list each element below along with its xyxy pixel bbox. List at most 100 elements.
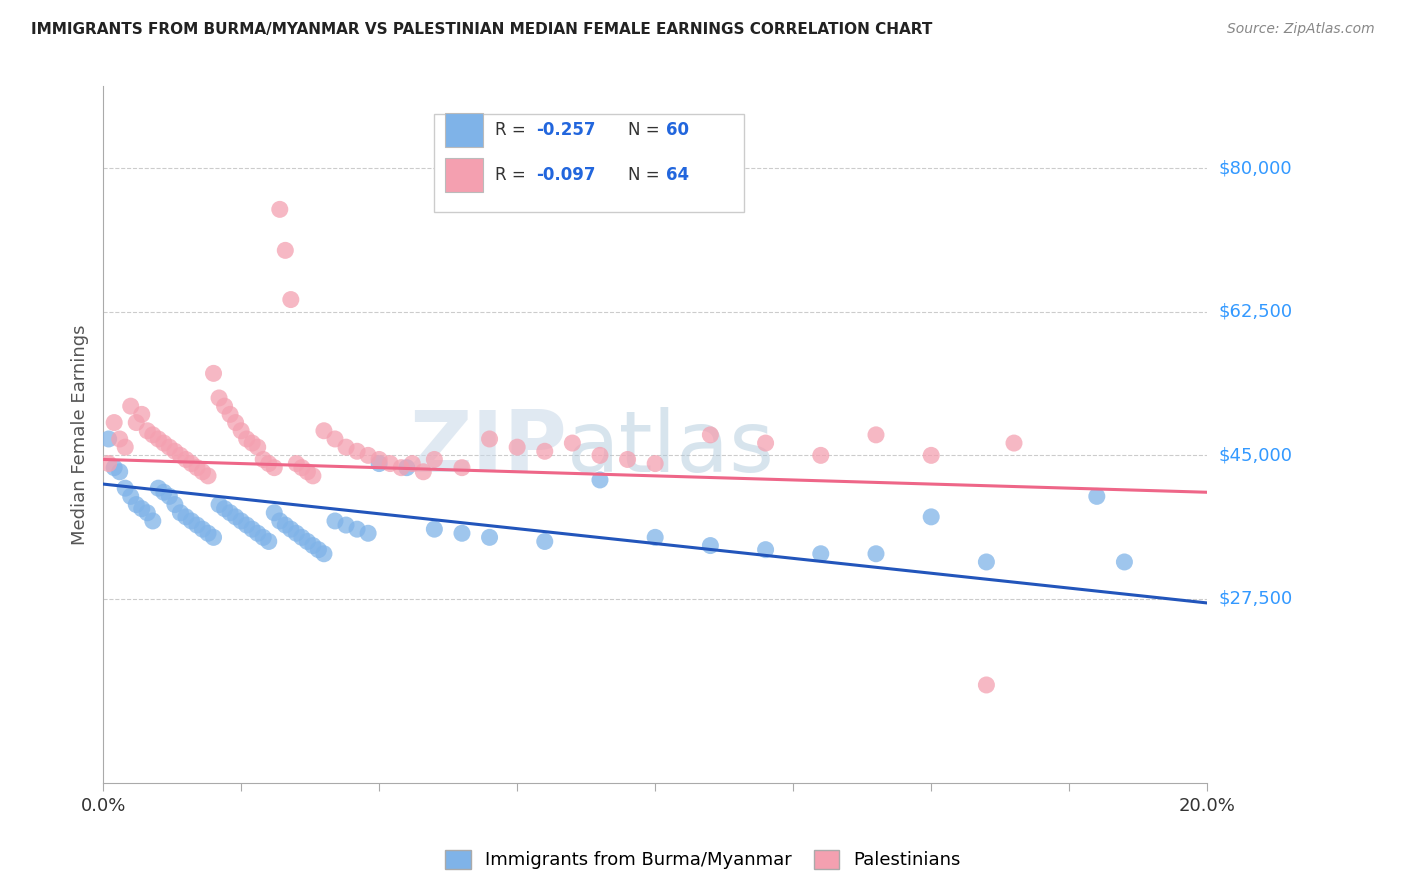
Point: [589, 473, 612, 487]
Point: [395, 460, 418, 475]
Point: [180, 457, 202, 471]
Point: [357, 448, 380, 462]
Point: [561, 436, 583, 450]
Point: [302, 468, 325, 483]
Point: [401, 457, 423, 471]
Point: [368, 457, 391, 471]
Point: [148, 432, 170, 446]
Point: [810, 547, 832, 561]
Point: [231, 424, 253, 438]
Point: [202, 367, 225, 381]
Point: [142, 428, 165, 442]
Point: [616, 452, 638, 467]
Point: [755, 436, 778, 450]
Point: [131, 501, 153, 516]
Point: [263, 506, 285, 520]
Point: [335, 518, 357, 533]
Point: [235, 518, 257, 533]
Point: [589, 448, 612, 462]
Point: [136, 424, 159, 438]
Point: [297, 534, 319, 549]
Point: [208, 391, 231, 405]
Point: [108, 465, 131, 479]
Text: $45,000: $45,000: [1219, 446, 1292, 465]
Point: [252, 530, 274, 544]
Point: [180, 514, 202, 528]
Point: [280, 293, 302, 307]
Point: [357, 526, 380, 541]
Point: [274, 518, 297, 533]
Point: [865, 428, 887, 442]
Point: [346, 522, 368, 536]
Point: [478, 432, 501, 446]
Text: N =: N =: [627, 166, 665, 184]
Point: [533, 444, 555, 458]
Point: [423, 522, 446, 536]
Point: [533, 534, 555, 549]
Point: [755, 542, 778, 557]
Point: [169, 506, 191, 520]
Point: [506, 440, 529, 454]
Point: [208, 498, 231, 512]
Point: [214, 399, 236, 413]
Point: [368, 452, 391, 467]
Point: [920, 448, 942, 462]
Point: [269, 514, 291, 528]
Point: [257, 534, 280, 549]
Point: [125, 498, 148, 512]
Point: [1114, 555, 1136, 569]
Point: [191, 522, 214, 536]
Point: [186, 518, 208, 533]
Legend: Immigrants from Burma/Myanmar, Palestinians: Immigrants from Burma/Myanmar, Palestini…: [436, 841, 970, 879]
Point: [131, 408, 153, 422]
Text: -0.097: -0.097: [536, 166, 595, 184]
Point: [142, 514, 165, 528]
Point: [214, 501, 236, 516]
Point: [103, 460, 125, 475]
Point: [153, 485, 176, 500]
Point: [252, 452, 274, 467]
Point: [263, 460, 285, 475]
Text: $27,500: $27,500: [1219, 590, 1292, 607]
Text: Source: ZipAtlas.com: Source: ZipAtlas.com: [1227, 22, 1375, 37]
Text: -0.257: -0.257: [536, 120, 595, 139]
Point: [976, 678, 998, 692]
Point: [335, 440, 357, 454]
Text: IMMIGRANTS FROM BURMA/MYANMAR VS PALESTINIAN MEDIAN FEMALE EARNINGS CORRELATION : IMMIGRANTS FROM BURMA/MYANMAR VS PALESTI…: [31, 22, 932, 37]
Point: [136, 506, 159, 520]
Point: [125, 416, 148, 430]
Text: R =: R =: [495, 166, 531, 184]
Point: [644, 530, 666, 544]
Point: [231, 514, 253, 528]
Point: [191, 465, 214, 479]
Point: [186, 460, 208, 475]
Point: [412, 465, 434, 479]
Point: [246, 440, 269, 454]
Point: [920, 509, 942, 524]
Point: [865, 547, 887, 561]
Point: [699, 428, 721, 442]
Point: [103, 416, 125, 430]
Point: [225, 509, 247, 524]
Text: N =: N =: [627, 120, 665, 139]
Point: [312, 424, 335, 438]
Text: 60: 60: [666, 120, 689, 139]
Point: [235, 432, 257, 446]
Point: [302, 539, 325, 553]
Point: [174, 452, 197, 467]
Point: [1085, 489, 1108, 503]
Point: [114, 440, 136, 454]
Point: [225, 416, 247, 430]
Point: [246, 526, 269, 541]
Text: $62,500: $62,500: [1219, 303, 1292, 321]
Point: [323, 432, 346, 446]
Point: [280, 522, 302, 536]
Point: [423, 452, 446, 467]
Point: [157, 489, 180, 503]
Point: [380, 457, 402, 471]
Point: [451, 526, 474, 541]
Point: [97, 432, 120, 446]
Point: [148, 481, 170, 495]
Point: [346, 444, 368, 458]
Point: [97, 457, 120, 471]
